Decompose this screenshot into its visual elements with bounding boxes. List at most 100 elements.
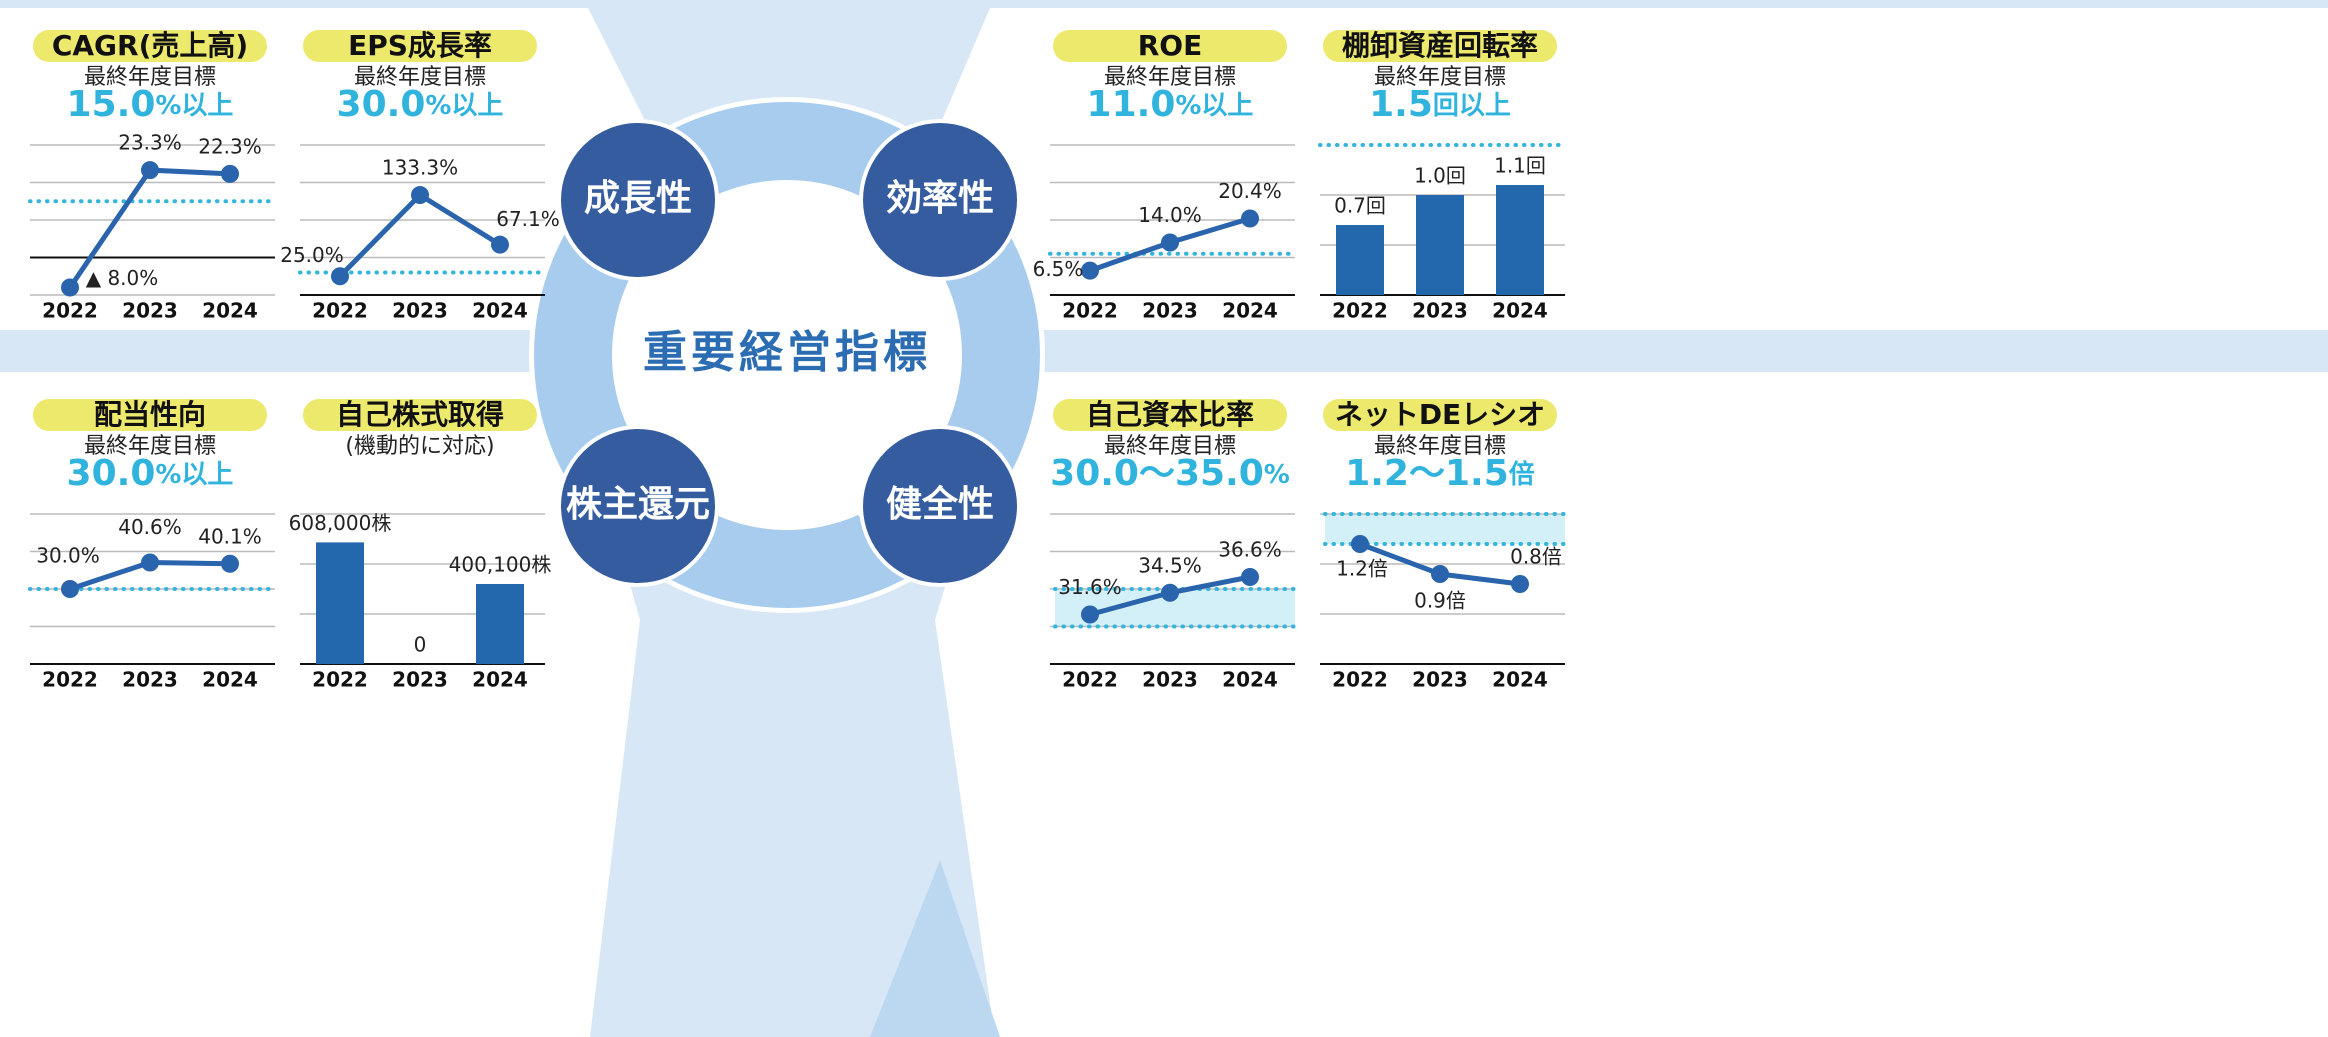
target: 30.0%以上: [337, 84, 504, 125]
chart-title: 棚卸資産回転率: [1342, 29, 1538, 62]
x-tick-label: 2023: [392, 668, 448, 692]
x-tick-label: 2023: [1412, 668, 1468, 692]
node: [557, 119, 719, 281]
target-value: 15.0: [67, 84, 156, 125]
x-tick-label: 2022: [1332, 668, 1388, 692]
value-label: 608,000株: [289, 511, 392, 535]
point: [1161, 233, 1179, 252]
chart-title: 配当性向: [94, 398, 206, 431]
point: [1351, 535, 1369, 553]
target: 30.0%以上: [67, 453, 234, 494]
value-label: 22.3%: [198, 134, 262, 158]
x-tick-label: 2024: [1222, 299, 1278, 323]
target: 11.0%以上: [1087, 84, 1254, 125]
node: [859, 425, 1021, 587]
point: [331, 267, 349, 286]
value-label: 1.1回: [1494, 154, 1546, 178]
title-pill: [1323, 399, 1557, 431]
value-label: 36.6%: [1218, 538, 1282, 562]
chart-title: ネットDEレシオ: [1335, 398, 1545, 431]
x-tick-label: 2023: [1142, 299, 1198, 323]
point: [221, 554, 239, 573]
bar: [1336, 225, 1384, 295]
value-label: 6.5%: [1033, 257, 1084, 281]
point: [411, 186, 429, 205]
target-unit: %以上: [425, 91, 503, 121]
target: 30.0～35.0%: [1050, 453, 1290, 494]
chart-title: 自己資本比率: [1086, 398, 1254, 431]
bar: [316, 542, 364, 664]
bar: [476, 583, 524, 664]
title-pill: [1053, 30, 1287, 62]
x-tick-label: 2023: [1142, 668, 1198, 692]
value-label: ▲ 8.0%: [86, 266, 159, 290]
center-title: 重要経営指標: [643, 327, 931, 378]
x-tick-label: 2023: [122, 299, 178, 323]
x-tick-label: 2024: [1222, 668, 1278, 692]
target-value: 30.0～35.0: [1050, 453, 1264, 494]
x-tick-label: 2022: [1332, 299, 1388, 323]
value-label: 1.2倍: [1336, 557, 1388, 581]
x-tick-label: 2024: [472, 299, 528, 323]
point: [1431, 565, 1449, 583]
title-pill: [303, 399, 537, 431]
x-tick-label: 2023: [122, 668, 178, 692]
target-unit: %以上: [155, 460, 233, 490]
subtitle: 最終年度目標: [84, 65, 216, 90]
target-value: 11.0: [1087, 84, 1176, 125]
subtitle: 最終年度目標: [1104, 65, 1236, 90]
point: [1241, 568, 1259, 586]
target: 1.2～1.5倍: [1345, 453, 1535, 494]
node: [557, 425, 719, 587]
value-label: 23.3%: [118, 131, 182, 155]
x-tick-label: 2024: [472, 668, 528, 692]
x-tick-label: 2024: [202, 668, 258, 692]
x-tick-label: 2023: [392, 299, 448, 323]
node-label: 株主還元: [566, 484, 710, 525]
target-value: 1.5: [1369, 84, 1433, 125]
target-value: 30.0: [67, 453, 156, 494]
x-tick-label: 2023: [1412, 299, 1468, 323]
point: [61, 580, 79, 598]
point: [61, 278, 79, 297]
target-unit: 回以上: [1433, 91, 1511, 121]
bar: [1496, 185, 1544, 295]
value-label: 0.9倍: [1414, 589, 1466, 613]
value-label: 40.1%: [198, 524, 262, 548]
panel: [935, 372, 2328, 1037]
ring: [534, 102, 1040, 608]
target-value: 30.0: [337, 84, 426, 125]
subtitle: 最終年度目標: [1374, 65, 1506, 90]
x-tick-label: 2022: [312, 668, 368, 692]
target-unit: %以上: [1175, 91, 1253, 121]
x-tick-label: 2022: [42, 299, 98, 323]
title-pill: [303, 30, 537, 62]
chart-title: EPS成長率: [348, 29, 492, 62]
panel: [925, 8, 2328, 330]
ring-center: [613, 181, 961, 529]
x-tick-label: 2024: [1492, 299, 1548, 323]
node-label: 成長性: [584, 178, 692, 219]
bar: [1416, 195, 1464, 295]
x-tick-label: 2022: [1062, 668, 1118, 692]
title-pill: [1323, 30, 1557, 62]
value-label: 133.3%: [382, 156, 458, 180]
point: [1081, 605, 1099, 624]
value-label: 400,100株: [449, 552, 552, 576]
point: [1241, 209, 1259, 228]
panel: [0, 372, 640, 1037]
point: [1161, 583, 1179, 602]
title-pill: [1053, 399, 1287, 431]
value-label: 34.5%: [1138, 553, 1202, 577]
value-label: 14.0%: [1138, 203, 1202, 227]
chart-title: CAGR(売上高): [52, 29, 248, 62]
value-label: 0.7回: [1334, 194, 1386, 218]
title-pill: [33, 399, 267, 431]
value-label: 40.6%: [118, 515, 182, 539]
arrow: [1134, 767, 1178, 843]
node-label: 健全性: [886, 483, 994, 525]
node: [859, 119, 1021, 281]
target-unit: 倍: [1509, 459, 1535, 490]
point: [491, 235, 509, 254]
decoration: [870, 860, 1000, 1037]
